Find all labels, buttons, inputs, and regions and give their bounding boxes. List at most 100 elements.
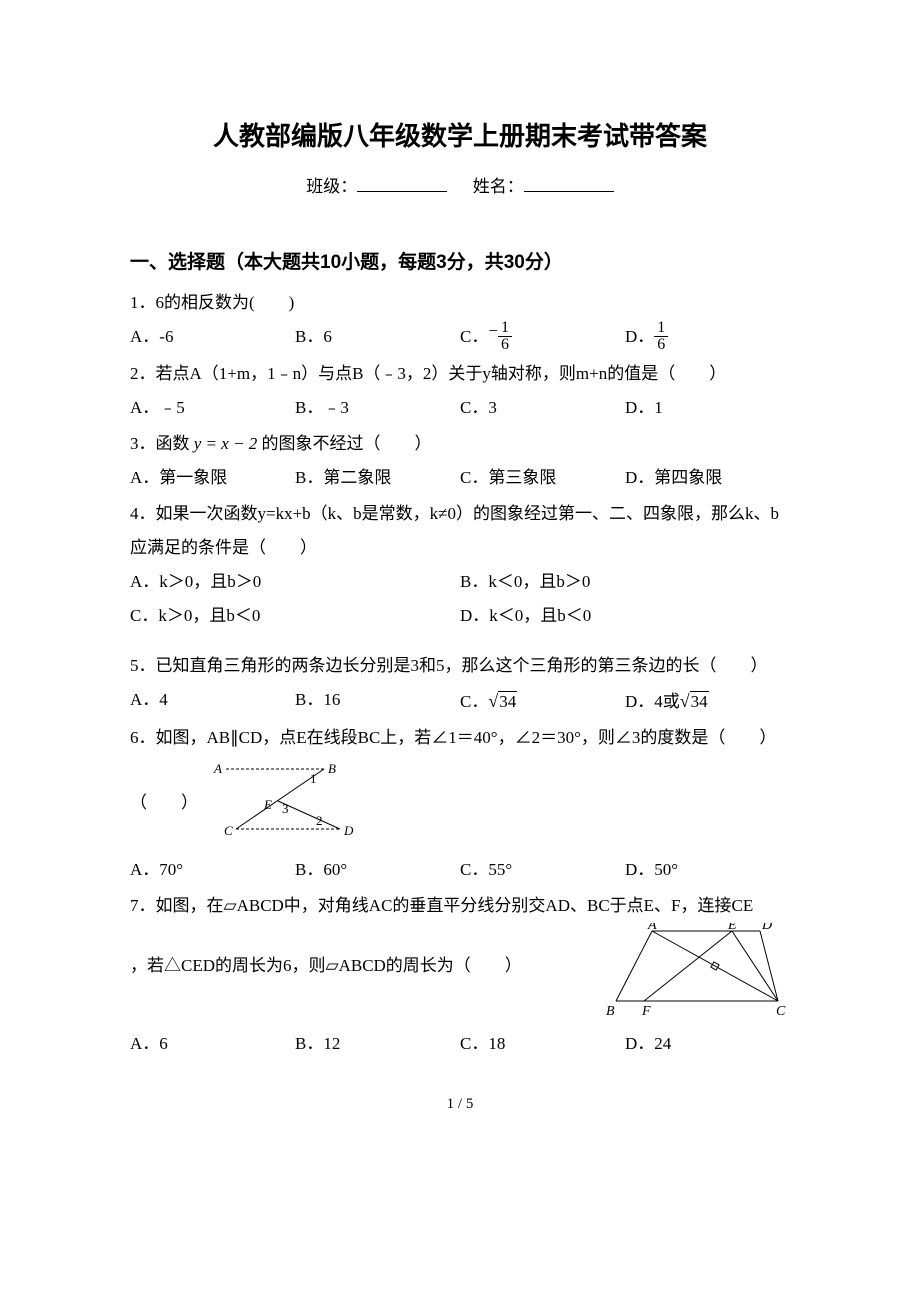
q5-opt-c: C． 34 — [460, 683, 625, 719]
q6-opt-d: D．50° — [625, 853, 790, 887]
parallelogram-symbol-2: ▱ — [326, 956, 339, 975]
q7-opt-b: B．12 — [295, 1027, 460, 1061]
q7-sc: ，若△CED的周长为6，则 — [130, 956, 326, 975]
svg-text:D: D — [761, 923, 772, 933]
q5-opt-a: A．4 — [130, 683, 295, 719]
q5-opt-d: D．4或 34 — [625, 683, 790, 719]
svg-text:E: E — [727, 923, 737, 933]
student-info-line: 班级： 姓名： — [130, 170, 790, 204]
fraction-neg-1-6: 16 — [498, 320, 512, 353]
q3-stem-b: 的图象不经过（ ） — [257, 434, 431, 453]
q2-options: A．﹣5 B．﹣3 C．3 D．1 — [130, 391, 790, 425]
q3-opt-c: C．第三象限 — [460, 461, 625, 495]
q3-equation: y = x − 2 — [194, 434, 258, 453]
svg-text:B: B — [328, 761, 336, 776]
frac-num: 1 — [654, 320, 668, 337]
q4-options: A．k＞0，且b＞0 B．k＜0，且b＞0 C．k＞0，且b＜0 D．k＜0，且… — [130, 565, 790, 633]
svg-text:A: A — [647, 923, 657, 933]
q5-opt-b: B．16 — [295, 683, 460, 719]
q1-d-prefix: D． — [625, 327, 654, 346]
q4-opt-b: B．k＜0，且b＞0 — [460, 565, 790, 599]
q4-stem: 4．如果一次函数y=kx+b（k、b是常数，k≠0）的图象经过第一、二、四象限，… — [130, 497, 790, 565]
sqrt-34-b: 34 — [680, 683, 709, 719]
q5-options: A．4 B．16 C． 34 D．4或 34 — [130, 683, 790, 719]
q7-stem-line1: 7．如图，在▱ABCD中，对角线AC的垂直平分线分别交AD、BC于点E、F，连接… — [130, 889, 790, 923]
q1-opt-d: D．16 — [625, 320, 790, 355]
question-3: 3．函数 y = x − 2 的图象不经过（ ） A．第一象限 B．第二象限 C… — [130, 427, 790, 495]
q1-options: A．-6 B．6 C．−16 D．16 — [130, 320, 790, 355]
q5-stem: 5．已知直角三角形的两条边长分别是3和5，那么这个三角形的第三条边的长（ ） — [130, 649, 790, 683]
q7-options: A．6 B．12 C．18 D．24 — [130, 1027, 790, 1061]
q1-opt-c: C．−16 — [460, 320, 625, 355]
name-label: 姓名： — [473, 177, 524, 196]
q7-sa: 7．如图，在 — [130, 896, 224, 915]
q2-opt-a: A．﹣5 — [130, 391, 295, 425]
q4-opt-d: D．k＜0，且b＜0 — [460, 599, 790, 633]
q1-opt-a: A．-6 — [130, 320, 295, 355]
q6-svg: A B C D E 1 2 3 — [208, 755, 358, 841]
q3-stem: 3．函数 y = x − 2 的图象不经过（ ） — [130, 427, 790, 461]
q7-figure: A E D B F C — [600, 923, 790, 1027]
q1-stem: 1．6的相反数为( ) — [130, 286, 790, 320]
q2-opt-d: D．1 — [625, 391, 790, 425]
q3-opt-d: D．第四象限 — [625, 461, 790, 495]
q5-d-prefix: D．4或 — [625, 692, 680, 711]
radicand: 34 — [690, 691, 709, 711]
frac-den: 6 — [654, 337, 668, 353]
svg-text:3: 3 — [282, 801, 289, 816]
svg-text:B: B — [606, 1004, 615, 1015]
q3-opt-a: A．第一象限 — [130, 461, 295, 495]
svg-text:1: 1 — [310, 771, 317, 786]
svg-text:C: C — [224, 823, 233, 838]
question-1: 1．6的相反数为( ) A．-6 B．6 C．−16 D．16 — [130, 286, 790, 355]
question-5: 5．已知直角三角形的两条边长分别是3和5，那么这个三角形的第三条边的长（ ） A… — [130, 649, 790, 719]
q7-sd: ABCD的周长为（ ） — [339, 956, 522, 975]
q7-opt-a: A．6 — [130, 1027, 295, 1061]
q4-opt-c: C．k＞0，且b＜0 — [130, 599, 460, 633]
minus-sign: − — [488, 321, 498, 340]
q6-opt-b: B．60° — [295, 853, 460, 887]
section-1-header: 一、选择题（本大题共10小题，每题3分，共30分） — [130, 244, 790, 282]
q7-opt-d: D．24 — [625, 1027, 790, 1061]
q7-row-with-fig: A E D B F C ，若△CED的周长为6，则▱ABCD的周长为（ ） — [130, 923, 790, 1027]
frac-den: 6 — [498, 337, 512, 353]
svg-text:A: A — [213, 761, 222, 776]
q6-paren: （ ） — [130, 793, 198, 812]
parallelogram-symbol: ▱ — [224, 896, 237, 915]
q6-paren-row: （ ） A B C D E 1 2 3 — [130, 755, 790, 853]
q3-options: A．第一象限 B．第二象限 C．第三象限 D．第四象限 — [130, 461, 790, 495]
q7-sb: ABCD中，对角线AC的垂直平分线分别交AD、BC于点E、F，连接CE — [237, 896, 754, 915]
fraction-1-6: 16 — [654, 320, 668, 353]
svg-text:2: 2 — [316, 813, 323, 828]
class-blank — [357, 191, 447, 192]
sqrt-34: 34 — [488, 683, 517, 719]
frac-num: 1 — [498, 320, 512, 337]
q7-opt-c: C．18 — [460, 1027, 625, 1061]
q1-c-prefix: C． — [460, 327, 488, 346]
q6-figure: A B C D E 1 2 3 — [208, 755, 358, 853]
spacer — [130, 633, 790, 647]
q7-svg: A E D B F C — [600, 923, 790, 1015]
q3-stem-a: 3．函数 — [130, 434, 194, 453]
radicand: 34 — [498, 691, 517, 711]
page-title: 人教部编版八年级数学上册期末考试带答案 — [130, 110, 790, 162]
q2-stem: 2．若点A（1+m，1﹣n）与点B（﹣3，2）关于y轴对称，则m+n的值是（ ） — [130, 357, 790, 391]
q2-opt-c: C．3 — [460, 391, 625, 425]
question-7: 7．如图，在▱ABCD中，对角线AC的垂直平分线分别交AD、BC于点E、F，连接… — [130, 889, 790, 1061]
name-blank — [524, 191, 614, 192]
svg-text:D: D — [343, 823, 354, 838]
svg-text:F: F — [641, 1004, 651, 1015]
question-4: 4．如果一次函数y=kx+b（k、b是常数，k≠0）的图象经过第一、二、四象限，… — [130, 497, 790, 633]
page-number: 1 / 5 — [130, 1089, 790, 1119]
question-6: 6．如图，AB∥CD，点E在线段BC上，若∠1＝40°，∠2＝30°，则∠3的度… — [130, 721, 790, 887]
q2-opt-b: B．﹣3 — [295, 391, 460, 425]
svg-text:C: C — [776, 1004, 786, 1015]
q3-opt-b: B．第二象限 — [295, 461, 460, 495]
class-label: 班级： — [306, 177, 357, 196]
q6-options: A．70° B．60° C．55° D．50° — [130, 853, 790, 887]
q5-c-prefix: C． — [460, 692, 488, 711]
q6-stem-line: 6．如图，AB∥CD，点E在线段BC上，若∠1＝40°，∠2＝30°，则∠3的度… — [130, 721, 790, 755]
svg-text:E: E — [263, 797, 272, 812]
q1-opt-b: B．6 — [295, 320, 460, 355]
q6-opt-a: A．70° — [130, 853, 295, 887]
